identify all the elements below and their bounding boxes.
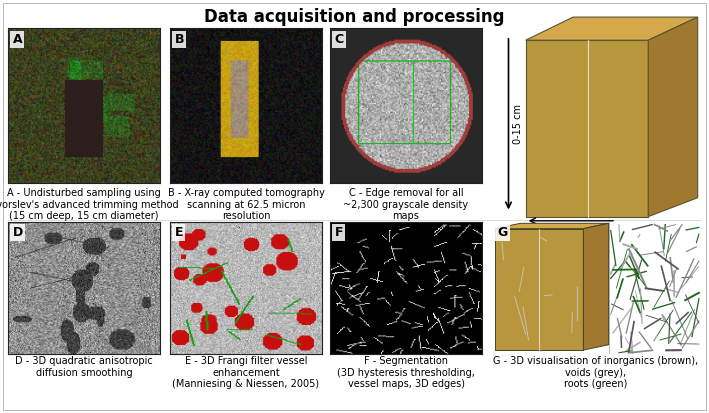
Text: C - Edge removal for all
~2,300 grayscale density
maps: C - Edge removal for all ~2,300 grayscal… [343,188,469,221]
Text: F - Segmentation
(3D hysteresis thresholding,
vessel maps, 3D edges): F - Segmentation (3D hysteresis threshol… [337,356,475,389]
Text: 9 cm: 9 cm [561,230,585,240]
Polygon shape [525,40,648,216]
Text: B - X-ray computed tomography
scanning at 62.5 micron
resolution: B - X-ray computed tomography scanning a… [167,188,325,221]
Text: A: A [13,33,22,46]
Text: C: C [335,33,344,46]
Polygon shape [495,229,584,350]
Text: E - 3D Frangi filter vessel
enhancement
(Manniesing & Niessen, 2005): E - 3D Frangi filter vessel enhancement … [172,356,320,389]
Polygon shape [525,17,698,40]
Text: Data acquisition and processing: Data acquisition and processing [204,8,505,26]
Polygon shape [584,223,608,350]
Polygon shape [648,17,698,216]
Text: A - Undisturbed sampling using
Hvorslev's advanced trimming method
(15 cm deep, : A - Undisturbed sampling using Hvorslev'… [0,188,179,221]
Text: D: D [13,226,23,239]
Text: 0-15 cm: 0-15 cm [513,104,523,144]
Text: G: G [497,226,508,239]
Text: D - 3D quadratic anisotropic
diffusion smoothing: D - 3D quadratic anisotropic diffusion s… [15,356,153,377]
Text: E: E [174,226,183,239]
Text: G - 3D visualisation of inorganics (brown),
voids (grey),
roots (green): G - 3D visualisation of inorganics (brow… [493,356,698,389]
Polygon shape [495,223,608,229]
Text: B: B [174,33,184,46]
Text: F: F [335,226,343,239]
